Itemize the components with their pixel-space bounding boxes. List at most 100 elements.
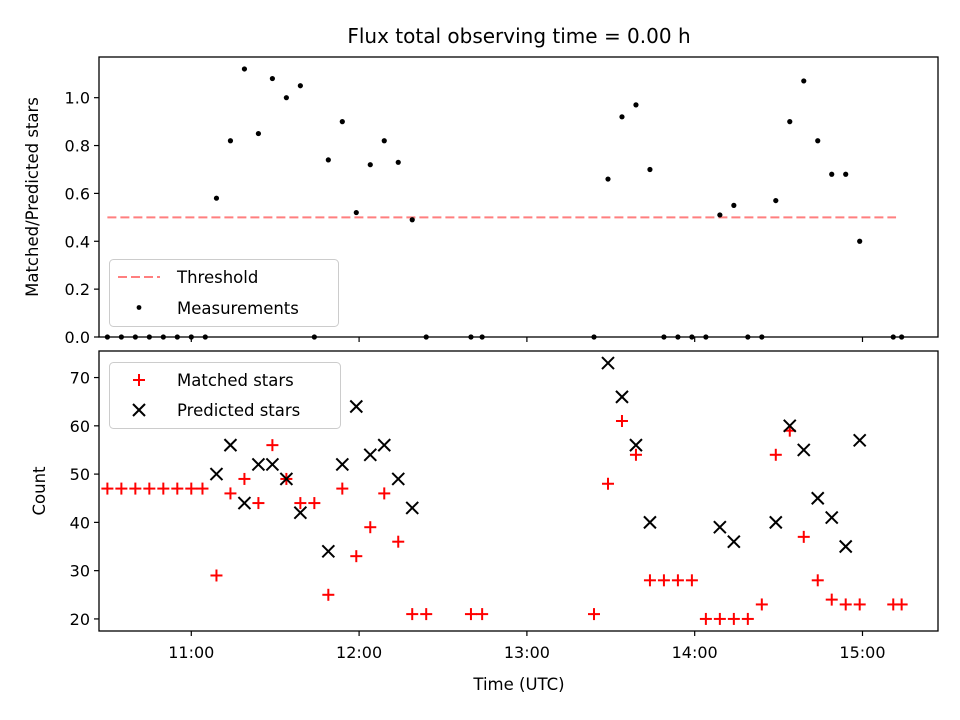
matched-star-point (755, 598, 768, 611)
matched-star-point (196, 482, 209, 495)
measurement-point (787, 119, 793, 125)
x-marker-b (643, 515, 657, 530)
matched-star-point (727, 612, 740, 625)
measurement-point (731, 202, 737, 208)
matched-star-point (266, 439, 279, 452)
measurement-point (255, 130, 262, 137)
measurement-point (395, 159, 401, 165)
top-legend: Threshold Measurements (109, 259, 339, 327)
x-axis-label: Time (UTC) (472, 675, 564, 694)
bottom-y-ticks: 20 30 40 50 60 70 (70, 369, 99, 629)
matched-star-point (713, 612, 726, 625)
x-marker-b (293, 506, 308, 520)
measurement-point (717, 212, 723, 218)
measurement-point (815, 138, 821, 144)
matched-star-point (350, 550, 363, 563)
y-tick-label: 0.4 (65, 232, 90, 251)
measurement-point (325, 157, 331, 163)
measurement-point (605, 176, 611, 182)
measurement-point (297, 83, 303, 89)
predicted-star-point (237, 496, 252, 510)
measurement-point (619, 114, 625, 120)
y-tick-label: 40 (70, 513, 90, 532)
predicted-star-point (727, 534, 741, 549)
measurement-point (339, 119, 345, 125)
matched-star-point (839, 598, 852, 611)
top-legend-box (109, 259, 339, 327)
predicted-star-point (349, 399, 364, 414)
matched-star-point (657, 574, 670, 587)
y-tick-label: 60 (70, 417, 90, 436)
top-x-ticks (190, 337, 864, 342)
matched-star-point (322, 588, 335, 601)
x-marker-b (783, 419, 797, 433)
x-tick-label: 15:00 (839, 643, 885, 662)
matched-star-point (601, 477, 614, 490)
measurement-point (269, 75, 275, 82)
matched-star-point (157, 482, 170, 495)
predicted-star-point (797, 443, 811, 457)
top-panel: 0.0 0.2 0.4 0.6 0.8 1.0 Matched/Predicted sta… (23, 56, 939, 347)
matched-star-point (308, 497, 321, 510)
measurement-point (843, 171, 849, 177)
x-marker-b (237, 496, 252, 510)
predicted-legend-marker (132, 403, 146, 417)
x-marker-b (335, 457, 350, 472)
measurements-legend-label: Measurements (177, 299, 299, 318)
matched-legend-marker (133, 374, 145, 386)
matched-star-point (185, 482, 198, 495)
x-marker-b (391, 472, 405, 486)
predicted-star-point (377, 438, 391, 452)
x-marker-b (797, 443, 811, 457)
bottom-legend: Matched stars Predicted stars (109, 362, 341, 429)
predicted-legend-label: Predicted stars (177, 401, 300, 420)
matched-star-point (143, 482, 156, 495)
measurement-point (367, 162, 373, 168)
matched-star-point (406, 608, 419, 621)
chart-title: Flux total observing time = 0.00 h (347, 24, 690, 48)
y-tick-label: 0.0 (65, 328, 90, 347)
y-tick-label: 0.2 (65, 280, 90, 299)
matched-star-point (129, 482, 142, 495)
measurement-point (227, 138, 234, 144)
x-marker-b (615, 390, 629, 404)
predicted-star-point (629, 438, 643, 452)
predicted-star-point (391, 472, 405, 486)
predicted-star-point (293, 506, 308, 520)
x-marker-b (377, 438, 391, 452)
predicted-star-point (335, 457, 350, 472)
y-tick-label: 0.6 (65, 184, 90, 203)
x-marker-b (769, 515, 783, 530)
matched-star-point (797, 530, 810, 543)
x-marker-b (839, 539, 853, 554)
x-tick-label: 14:00 (672, 643, 718, 662)
matched-star-point (378, 487, 391, 500)
predicted-stars-markers (209, 356, 867, 559)
x-marker-b (629, 438, 643, 452)
matched-star-point (699, 612, 712, 625)
predicted-star-point (783, 419, 797, 433)
matched-star-point (769, 448, 782, 461)
x-marker-b (713, 520, 727, 534)
bottom-legend-box (109, 362, 341, 429)
predicted-star-point (251, 457, 266, 472)
measurement-point (801, 78, 807, 84)
matched-star-point (294, 497, 307, 510)
matched-star-point (853, 598, 866, 611)
predicted-star-point (643, 515, 657, 530)
x-marker-b (811, 491, 825, 505)
measurement-point (353, 209, 359, 216)
matched-star-point (171, 482, 184, 495)
measurements-legend-marker (136, 305, 142, 310)
predicted-star-point (852, 433, 867, 448)
x-tick-label: 11:00 (168, 643, 214, 662)
measurement-point (283, 95, 289, 101)
predicted-star-point (363, 448, 377, 462)
x-marker-b (223, 438, 238, 452)
top-y-ticks: 0.0 0.2 0.4 0.6 0.8 1.0 (65, 89, 99, 347)
predicted-star-point (601, 356, 615, 370)
measurement-point (241, 66, 248, 72)
top-axes-frame (98, 56, 939, 338)
